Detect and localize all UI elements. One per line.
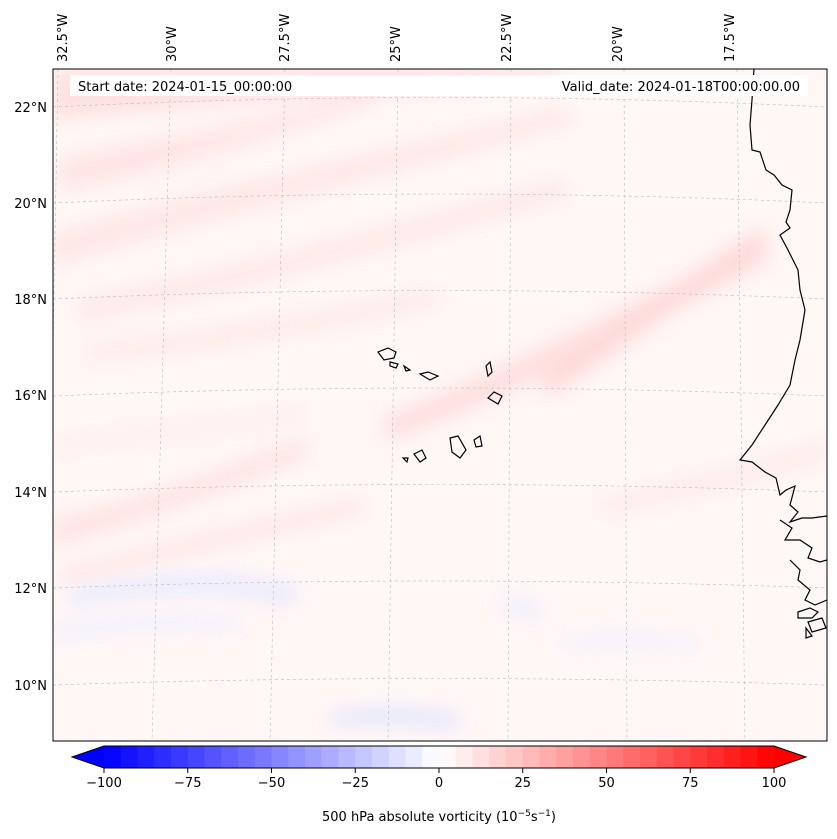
start-date-label: Start date: 2024-01-15_00:00:00: [78, 80, 292, 95]
lat-label: 14°N: [14, 486, 47, 501]
colorbar-tick-label: −75: [174, 776, 201, 791]
colorbar-cell: [254, 746, 273, 768]
colorbar-cell: [238, 746, 256, 768]
colorbar-cell: [455, 746, 474, 768]
lon-label: 32.5°W: [56, 14, 71, 62]
coastlines: [377, 69, 827, 639]
colorbar-cell: [707, 746, 725, 768]
lat-label: 10°N: [14, 679, 47, 694]
colorbar-ticks: −100 −75 −50 −25 0 25 50 75 100: [86, 768, 786, 791]
colorbar-cell: [120, 746, 139, 768]
lon-label: 17.5°W: [723, 14, 738, 62]
colorbar-cell: [305, 746, 323, 768]
lat-label: 16°N: [14, 389, 47, 404]
colorbar-extend-max: [774, 746, 806, 768]
colorbar-cell: [355, 746, 373, 768]
lon-label: 20°W: [611, 26, 626, 62]
colorbar-extend-min: [72, 746, 104, 768]
colorbar-cell: [606, 746, 624, 768]
colorbar-cells: [104, 746, 775, 768]
lat-label: 12°N: [14, 582, 47, 597]
colorbar-cell: [589, 746, 608, 768]
colorbar-cell: [640, 746, 658, 768]
colorbar-cell: [321, 746, 340, 768]
lon-label: 25°W: [389, 26, 404, 62]
colorbar-cell: [522, 746, 541, 768]
lon-label: 30°W: [165, 26, 180, 62]
colorbar-cell: [690, 746, 708, 768]
colorbar-cell: [288, 746, 306, 768]
title-band: [70, 75, 808, 96]
valid-date-label: Valid_date: 2024-01-18T00:00:00.00: [562, 80, 800, 95]
colorbar-cell: [171, 746, 189, 768]
colorbar-cell: [372, 746, 390, 768]
colorbar-cell: [154, 746, 172, 768]
colorbar-cell: [204, 746, 222, 768]
cape-verde-islands: [377, 347, 397, 361]
colorbar-tick-label: 75: [682, 776, 699, 791]
map-frame: [52, 68, 828, 742]
colorbar-cell: [422, 746, 440, 768]
colorbar-cell: [489, 746, 507, 768]
colorbar-cell: [439, 746, 457, 768]
colorbar-tick-label: 50: [598, 776, 615, 791]
colorbar-cell: [388, 746, 407, 768]
colorbar-cell: [405, 746, 423, 768]
colorbar-cell: [506, 746, 524, 768]
vorticity-field: [53, 69, 827, 741]
colorbar-cell: [623, 746, 641, 768]
latitude-labels: 22°N 20°N 18°N 16°N 14°N 12°N 10°N: [14, 101, 47, 694]
colorbar-cell: [104, 746, 122, 768]
colorbar-label: 500 hPa absolute vorticity (10−5s−1): [322, 809, 556, 825]
lat-label: 20°N: [14, 197, 47, 212]
colorbar-cell: [338, 746, 356, 768]
colorbar-cell: [740, 746, 758, 768]
colorbar-tick-label: 25: [514, 776, 531, 791]
colorbar-cell: [137, 746, 155, 768]
west-africa-coastline: [738, 69, 827, 524]
colorbar-tick-label: −50: [258, 776, 285, 791]
lon-label: 27.5°W: [278, 14, 293, 62]
longitude-labels: 32.5°W 30°W 27.5°W 25°W 22.5°W 20°W 17.5…: [56, 14, 738, 62]
colorbar-cell: [556, 746, 574, 768]
colorbar-tick-label: 0: [435, 776, 443, 791]
colorbar-cell: [539, 746, 557, 768]
graticule: [53, 69, 827, 741]
colorbar-cell: [673, 746, 691, 768]
lon-label: 22.5°W: [500, 14, 515, 62]
colorbar-cell: [271, 746, 289, 768]
colorbar-cell: [221, 746, 239, 768]
colorbar-tick-label: 100: [762, 776, 787, 791]
colorbar-cell: [187, 746, 206, 768]
colorbar-tick-label: −100: [86, 776, 122, 791]
colorbar-cell: [472, 746, 490, 768]
colorbar: −100 −75 −50 −25 0 25 50 75 100 500 hPa absolute…: [70, 745, 808, 825]
colorbar-cell: [573, 746, 591, 768]
lat-label: 22°N: [14, 101, 47, 116]
colorbar-cell: [656, 746, 675, 768]
lat-label: 18°N: [14, 293, 47, 308]
colorbar-cell: [723, 746, 742, 768]
colorbar-tick-label: −25: [342, 776, 369, 791]
colorbar-cell: [757, 746, 775, 768]
